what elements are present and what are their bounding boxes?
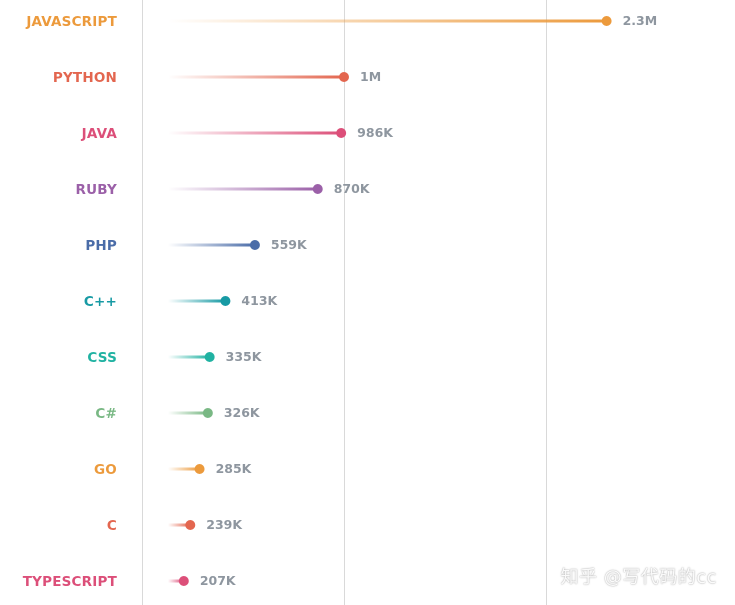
value-label-cplusplus: 413K [241, 293, 278, 308]
category-label-ruby: RUBY [76, 182, 118, 198]
value-label-csharp: 326K [224, 405, 261, 420]
lollipop-series [166, 16, 612, 586]
value-label-java: 986K [357, 125, 394, 140]
lollipop-dot-go [194, 464, 205, 474]
lollipop-dot-cplusplus [220, 296, 231, 306]
value-label-php: 559K [271, 237, 308, 252]
category-label-csharp: C# [95, 406, 117, 422]
lollipop-dot-c [185, 520, 196, 530]
value-label-c: 239K [206, 517, 243, 532]
value-label-typescript: 207K [200, 573, 237, 588]
value-label-python: 1M [360, 69, 381, 84]
category-label-php: PHP [85, 238, 117, 254]
category-label-javascript: JAVASCRIPT [25, 14, 117, 30]
category-label-python: PYTHON [53, 70, 117, 86]
category-label-cplusplus: C++ [84, 294, 117, 310]
value-label-ruby: 870K [334, 181, 371, 196]
watermark-text: 知乎 @写代码的cc [560, 567, 717, 588]
lollipop-dot-csharp [202, 408, 213, 418]
value-label-go: 285K [216, 461, 253, 476]
value-labels: 2.3M 1M 986K 870K 559K 413K 335K 326K 285K 239K 20… [200, 13, 657, 588]
category-label-typescript: TYPESCRIPT [23, 574, 118, 590]
lollipop-dot-typescript [178, 576, 189, 586]
grid-lines [142, 0, 547, 605]
category-label-go: GO [94, 462, 117, 478]
category-label-css: CSS [87, 350, 117, 366]
lollipop-dot-python [339, 72, 349, 82]
lollipop-dot-css [204, 352, 215, 362]
lollipop-dot-javascript [601, 16, 612, 26]
category-label-c: C [107, 518, 117, 534]
value-label-css: 335K [226, 349, 263, 364]
lollipop-dot-ruby [312, 184, 323, 194]
category-labels: JAVASCRIPT PYTHON JAVA RUBY PHP C++ CSS C# GO C TY… [23, 14, 118, 590]
value-label-javascript: 2.3M [623, 13, 658, 28]
lollipop-dot-java [336, 128, 347, 138]
lollipop-dot-php [249, 240, 260, 250]
category-label-java: JAVA [81, 126, 118, 142]
